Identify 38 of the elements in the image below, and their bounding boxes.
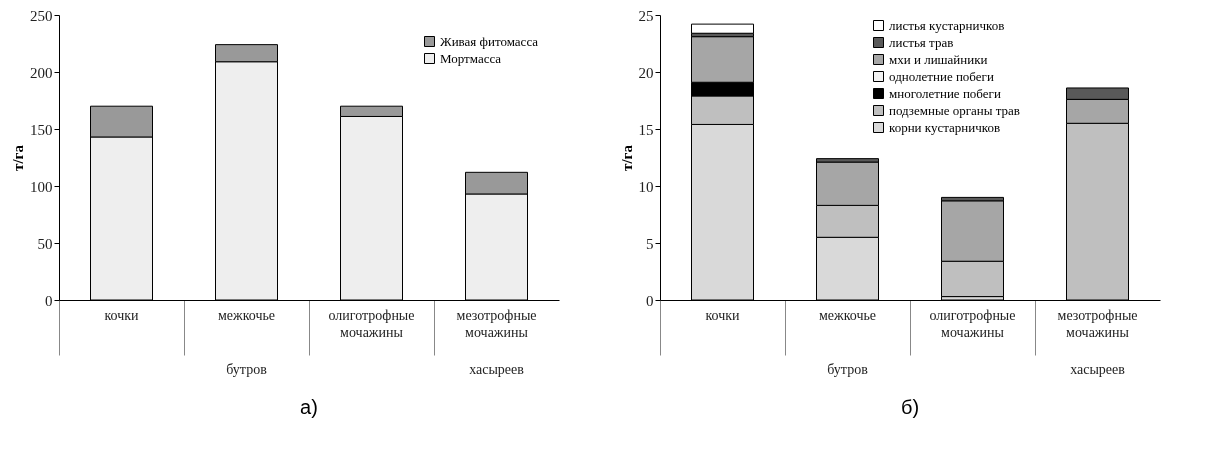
x-tick-label: межкочье bbox=[818, 307, 877, 323]
y-axis-title: т/га bbox=[10, 144, 26, 171]
text: а) bbox=[300, 396, 318, 418]
legend-label: листья кустарничков bbox=[889, 17, 1005, 33]
text: б) bbox=[900, 396, 920, 418]
x-tick-label: межкочье bbox=[217, 307, 276, 323]
text: бутров bbox=[226, 362, 268, 377]
legend-label: мхи и лишайники bbox=[889, 51, 988, 67]
legend-label: корни кустарничков bbox=[889, 119, 1001, 135]
x-tick-label: кочки bbox=[104, 307, 140, 323]
text: бутров bbox=[827, 362, 869, 377]
x-tick-label: кочки bbox=[705, 307, 741, 323]
y-tick-label: 20 bbox=[638, 64, 654, 81]
legend-label: Живая фитомасса bbox=[440, 33, 539, 49]
y-tick-label: 150 bbox=[30, 121, 53, 138]
x-tick-label: олиготрофные мочажины bbox=[929, 307, 1016, 340]
x-tick-label: олиготрофные мочажины bbox=[328, 307, 415, 340]
y-tick-label: 15 bbox=[638, 121, 654, 138]
y-tick-label: 25 bbox=[638, 7, 654, 24]
y-tick-label: 10 bbox=[638, 178, 654, 195]
y-tick-label: 0 bbox=[45, 292, 53, 309]
legend-label: подземные органы трав bbox=[889, 102, 1020, 118]
x-tick-label: мезотрофные мочажины bbox=[456, 307, 537, 340]
text: хасыреев bbox=[469, 362, 525, 377]
y-tick-label: 0 bbox=[646, 292, 654, 309]
legend-label: однолетние побеги bbox=[889, 68, 994, 84]
x-tick-label: мезотрофные мочажины bbox=[1057, 307, 1138, 340]
legend-label: листья трав bbox=[889, 34, 954, 50]
y-tick-label: 250 bbox=[30, 7, 53, 24]
text: хасыреев bbox=[1070, 362, 1126, 377]
legend-label: Мортмасса bbox=[440, 50, 502, 66]
bar bbox=[691, 23, 754, 34]
y-axis-title: т/га bbox=[618, 144, 635, 171]
y-tick-label: 5 bbox=[646, 235, 654, 252]
y-tick-label: 50 bbox=[37, 235, 53, 252]
y-tick-label: 200 bbox=[30, 64, 53, 81]
legend-label: многолетние побеги bbox=[889, 85, 1001, 101]
y-tick-label: 100 bbox=[30, 178, 53, 195]
